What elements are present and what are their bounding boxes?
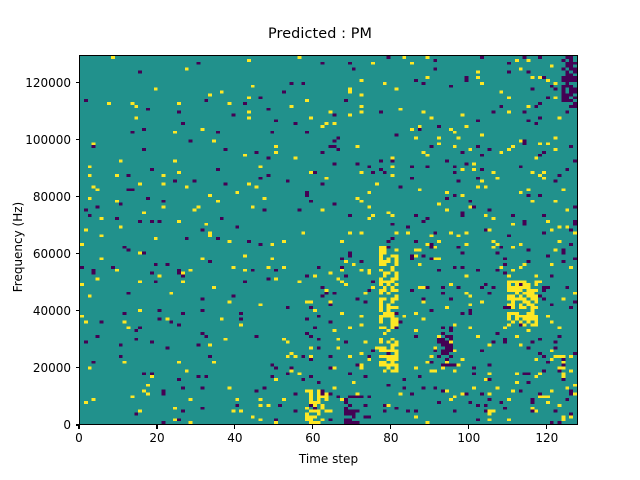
y-tick-100000 bbox=[75, 139, 79, 141]
chart-title: Predicted : PM bbox=[267, 26, 373, 42]
x-tick-0 bbox=[78, 425, 80, 429]
y-ticklabel-40000: 40000 bbox=[32, 303, 71, 318]
y-tick-60000 bbox=[75, 253, 79, 255]
x-tick-120 bbox=[546, 425, 548, 429]
x-ticklabel-40: 40 bbox=[227, 431, 243, 445]
y-ticklabel-20000: 20000 bbox=[32, 360, 71, 375]
x-ticklabel-0: 0 bbox=[75, 431, 83, 445]
x-tick-80 bbox=[390, 425, 392, 429]
x-tick-60 bbox=[312, 425, 314, 429]
y-ticklabel-100000: 100000 bbox=[25, 132, 71, 147]
x-ticklabel-20: 20 bbox=[149, 431, 165, 445]
x-ticklabel-80: 80 bbox=[383, 431, 399, 445]
y-ticklabel-0: 0 bbox=[63, 418, 71, 432]
heatmap-image bbox=[80, 56, 577, 424]
y-tick-120000 bbox=[75, 82, 79, 84]
y-tick-0 bbox=[75, 424, 79, 426]
x-ticklabel-120: 120 bbox=[535, 431, 559, 445]
y-ticklabel-60000: 60000 bbox=[32, 246, 71, 261]
x-tick-20 bbox=[156, 425, 158, 429]
x-tick-40 bbox=[234, 425, 236, 429]
y-tick-80000 bbox=[75, 196, 79, 198]
x-ticklabel-60: 60 bbox=[305, 431, 321, 445]
x-axis-label: Time step bbox=[298, 452, 359, 466]
heatmap-axes bbox=[79, 55, 578, 425]
x-ticklabel-100: 100 bbox=[457, 431, 481, 445]
y-tick-40000 bbox=[75, 310, 79, 312]
x-tick-100 bbox=[468, 425, 470, 429]
y-tick-20000 bbox=[75, 367, 79, 369]
y-ticklabel-80000: 80000 bbox=[32, 189, 71, 204]
y-axis-label: Frequency (Hz) bbox=[11, 201, 25, 293]
y-ticklabel-120000: 120000 bbox=[25, 75, 71, 90]
